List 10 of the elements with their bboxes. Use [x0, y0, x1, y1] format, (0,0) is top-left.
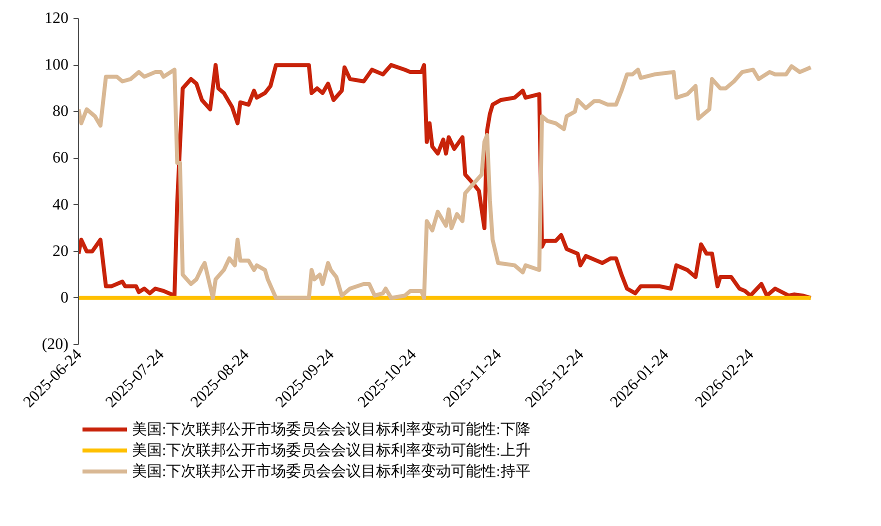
- legend-label: 美国:下次联邦公开市场委员会会议目标利率变动可能性:上升: [132, 441, 530, 460]
- legend-label: 美国:下次联邦公开市场委员会会议目标利率变动可能性:持平: [132, 462, 530, 480]
- y-tick-label: 120: [44, 10, 68, 27]
- y-tick-label: 40: [52, 196, 68, 214]
- y-tick-label: 100: [44, 56, 68, 74]
- y-tick-label: 20: [52, 242, 68, 260]
- y-tick-label: 80: [52, 103, 68, 120]
- y-tick-label: 60: [52, 150, 68, 167]
- legend-label: 美国:下次联邦公开市场委员会会议目标利率变动可能性:下降: [132, 420, 530, 438]
- y-tick-label: 0: [60, 289, 68, 306]
